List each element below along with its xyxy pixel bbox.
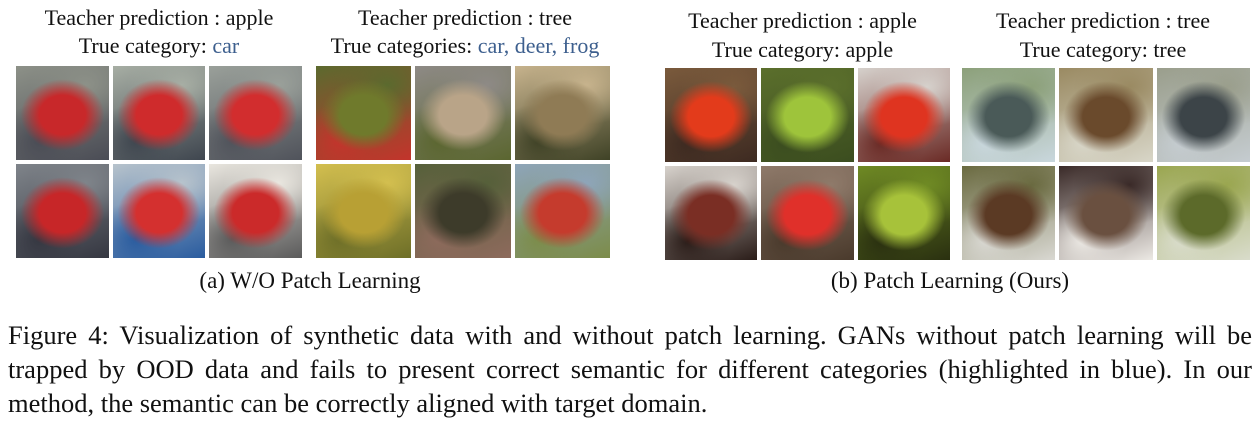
synthetic-image-4 bbox=[962, 166, 1056, 260]
synthetic-image-5 bbox=[761, 166, 854, 260]
synthetic-image-3 bbox=[514, 66, 610, 160]
image-grid bbox=[962, 68, 1250, 260]
synthetic-image-1 bbox=[16, 66, 109, 160]
synthetic-image-1 bbox=[962, 68, 1056, 162]
synthetic-image-6 bbox=[857, 166, 950, 260]
synthetic-image-4 bbox=[665, 166, 758, 260]
subfigure-caption-b: (b) Patch Learning (Ours) bbox=[830, 268, 1070, 293]
synthetic-image-2 bbox=[1059, 68, 1153, 162]
true-category-label: True category: tree bbox=[1019, 37, 1187, 62]
synthetic-image-5 bbox=[415, 164, 511, 258]
teacher-prediction-label: Teacher prediction : apple bbox=[44, 5, 274, 30]
synthetic-image-1 bbox=[316, 66, 412, 160]
synthetic-image-4 bbox=[16, 164, 109, 258]
synthetic-image-2 bbox=[415, 66, 511, 160]
teacher-prediction-label: Teacher prediction : apple bbox=[688, 8, 917, 33]
synthetic-image-6 bbox=[209, 164, 302, 258]
image-grid bbox=[316, 66, 610, 258]
synthetic-image-1 bbox=[665, 68, 758, 162]
synthetic-image-4 bbox=[316, 164, 412, 258]
teacher-prediction-label: Teacher prediction : tree bbox=[357, 5, 573, 30]
synthetic-image-2 bbox=[761, 68, 854, 162]
true-category-label: True categories: car, deer, frog bbox=[330, 33, 600, 58]
true-category-label: True category: car bbox=[78, 33, 240, 58]
teacher-prediction-label: Teacher prediction : tree bbox=[995, 8, 1211, 33]
synthetic-image-3 bbox=[1156, 68, 1250, 162]
synthetic-image-3 bbox=[209, 66, 302, 160]
image-grid bbox=[16, 66, 302, 258]
synthetic-image-6 bbox=[514, 164, 610, 258]
subfigure-caption-a: (a) W/O Patch Learning bbox=[199, 268, 421, 293]
synthetic-image-5 bbox=[1059, 166, 1153, 260]
image-grid bbox=[665, 68, 950, 260]
synthetic-image-5 bbox=[112, 164, 206, 258]
figure-caption: Figure 4: Visualization of synthetic dat… bbox=[8, 320, 1252, 418]
synthetic-image-6 bbox=[1156, 166, 1250, 260]
true-category-label: True category: apple bbox=[711, 37, 894, 62]
synthetic-image-2 bbox=[112, 66, 206, 160]
synthetic-image-3 bbox=[857, 68, 950, 162]
